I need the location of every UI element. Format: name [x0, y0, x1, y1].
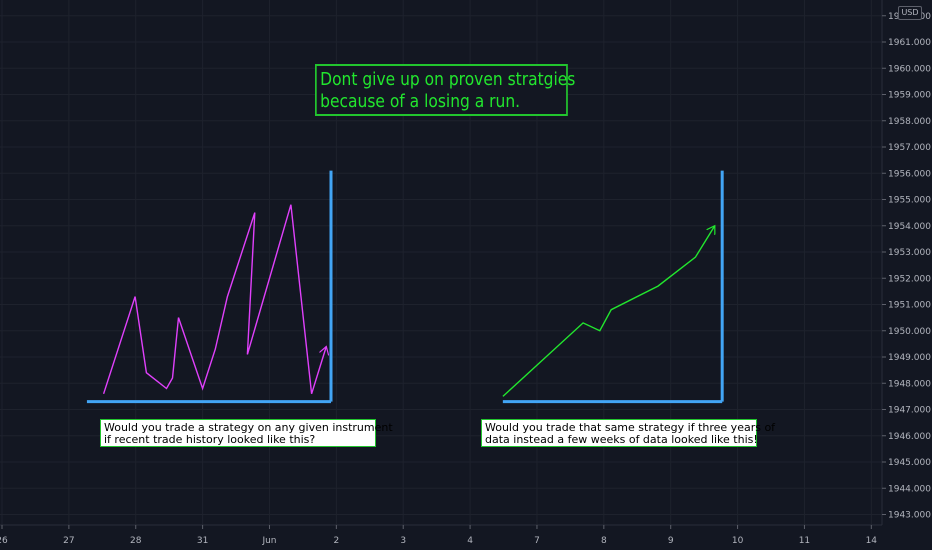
- y-tick-label: 1949.000: [888, 353, 931, 363]
- y-tick-label: 1961.000: [888, 38, 931, 48]
- y-tick-label: 1946.000: [888, 432, 931, 442]
- x-tick-label: 31: [197, 536, 208, 546]
- x-tick-label: 2: [333, 536, 339, 546]
- note-left-line-1: Would you trade a strategy on any given …: [104, 421, 393, 434]
- currency-label[interactable]: USD: [898, 6, 922, 20]
- green-uptrend-line[interactable]: [502, 226, 715, 397]
- y-tick-label: 1943.000: [888, 511, 931, 521]
- y-tick-label: 1952.000: [888, 274, 931, 284]
- x-tick-label: 4: [467, 536, 473, 546]
- x-tick-label: Jun: [261, 536, 276, 546]
- note-left[interactable]: Would you trade a strategy on any given …: [100, 419, 393, 447]
- headline-line-2: because of a losing a run.: [320, 91, 521, 112]
- pink-zigzag-line[interactable]: [102, 204, 327, 395]
- x-tick-label: 3: [400, 536, 406, 546]
- x-tick-label: 28: [130, 536, 142, 546]
- x-tick-label: 27: [63, 536, 74, 546]
- time-axis[interactable]: 26 27 28 31 Jun 2 3 4 7 8 9 10 11 14: [0, 525, 877, 546]
- y-tick-label: 1959.000: [888, 91, 931, 101]
- note-left-line-2: if recent trade history looked like this…: [104, 433, 316, 446]
- headline-line-1: Dont give up on proven stratgies: [320, 69, 576, 90]
- y-tick-label: 1944.000: [888, 484, 931, 494]
- y-tick-label: 1948.000: [888, 379, 931, 389]
- y-tick-label: 1954.000: [888, 222, 931, 232]
- price-axis[interactable]: 1962.0001961.0001960.0001959.0001958.000…: [882, 12, 931, 521]
- y-tick-label: 1960.000: [888, 64, 931, 74]
- headline-text-box[interactable]: Dont give up on proven stratgies because…: [315, 64, 576, 116]
- x-tick-label: 7: [534, 536, 540, 546]
- x-tick-label: 9: [668, 536, 674, 546]
- drawings-layer: [86, 170, 724, 404]
- x-tick-label: 11: [799, 536, 810, 546]
- x-tick-label: 10: [732, 536, 744, 546]
- y-tick-label: 1950.000: [888, 327, 931, 337]
- note-right-line-2: data instead a few weeks of data looked …: [485, 433, 758, 446]
- x-tick-label: 14: [866, 536, 878, 546]
- y-tick-label: 1958.000: [888, 117, 931, 127]
- x-tick-label: 8: [601, 536, 607, 546]
- y-tick-label: 1947.000: [888, 406, 931, 416]
- note-right-line-1: Would you trade that same strategy if th…: [485, 421, 776, 434]
- note-right[interactable]: Would you trade that same strategy if th…: [481, 419, 776, 447]
- y-tick-label: 1953.000: [888, 248, 931, 258]
- y-tick-label: 1951.000: [888, 301, 931, 311]
- y-tick-label: 1957.000: [888, 143, 931, 153]
- y-tick-label: 1945.000: [888, 458, 931, 468]
- y-tick-label: 1955.000: [888, 196, 931, 206]
- y-tick-label: 1956.000: [888, 169, 931, 179]
- x-tick-label: 26: [0, 536, 8, 546]
